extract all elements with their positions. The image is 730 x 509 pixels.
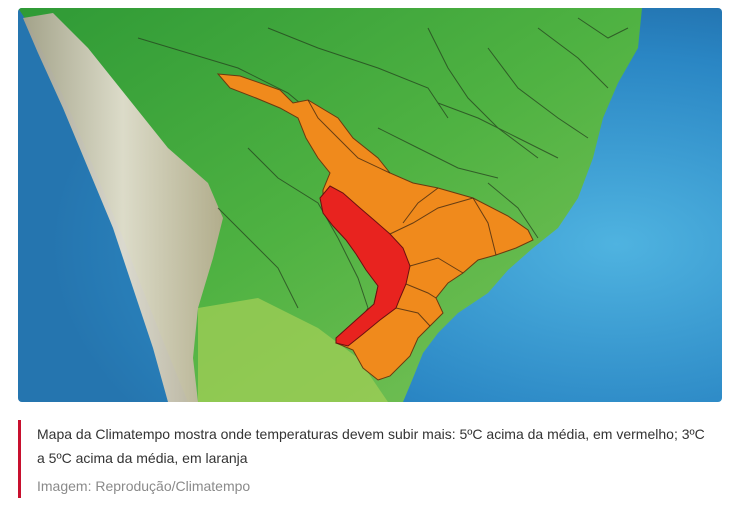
state-borders-highlight xyxy=(307,99,497,327)
borders xyxy=(137,17,629,339)
caption-credit: Imagem: Reprodução/Climatempo xyxy=(37,478,251,494)
andes-mountains xyxy=(23,13,223,402)
figure-caption: Mapa da Climatempo mostra onde temperatu… xyxy=(18,420,708,498)
pampas-lowlands xyxy=(198,298,388,402)
caption-text: Mapa da Climatempo mostra onde temperatu… xyxy=(37,426,705,466)
temperature-map xyxy=(18,8,722,402)
